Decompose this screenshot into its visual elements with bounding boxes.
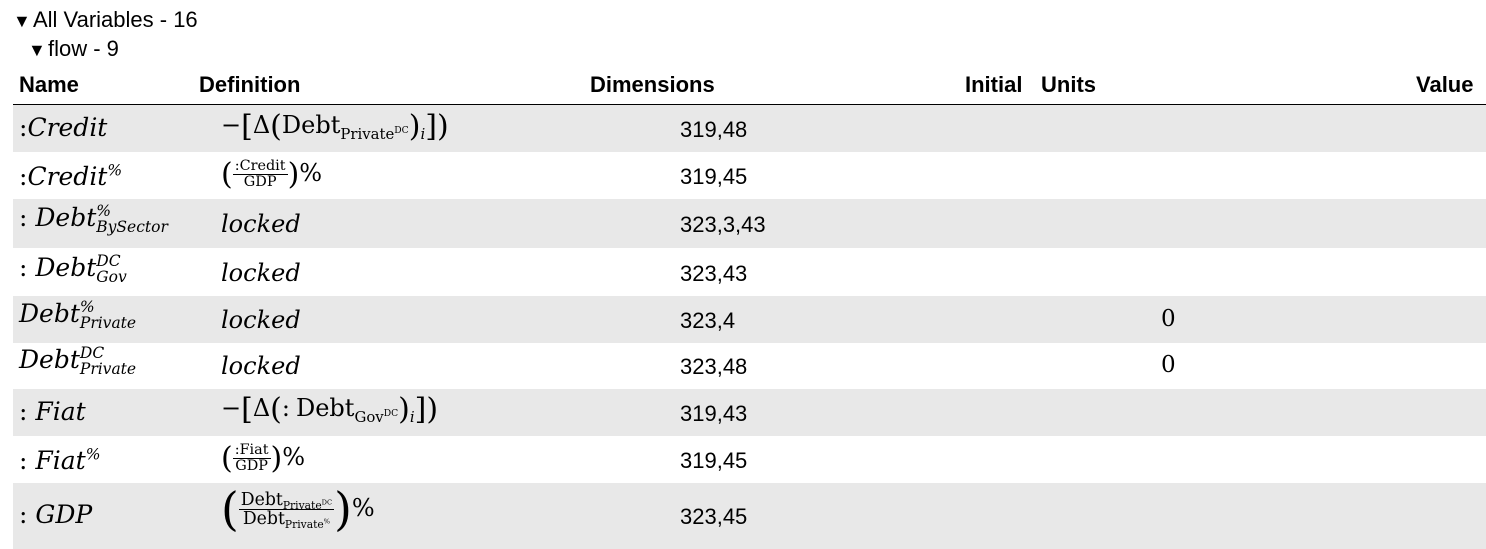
variable-name[interactable]: :Credit% (19, 161, 123, 191)
variable-definition[interactable]: −[Δ(DebtPrivateDC)i]) (221, 109, 449, 144)
variable-definition[interactable]: locked (221, 259, 301, 287)
triangle-down-icon[interactable]: ▼ (13, 11, 31, 31)
variable-initial[interactable]: 0 (1161, 306, 1176, 332)
variable-name[interactable]: Debt DC Private (19, 344, 137, 378)
table-row[interactable]: : Fiat% (:Fiat GDP)% 319,45 (13, 436, 1486, 483)
header-value[interactable]: Value (1416, 72, 1474, 97)
variable-dimensions[interactable]: 319,43 (680, 401, 748, 426)
table-header: Name Definition Dimensions Initial Units… (13, 70, 1486, 105)
table-row[interactable]: : Debt% BySector locked 323,3,43 (13, 199, 1486, 248)
table-row[interactable]: : Debt DC Gov locked 323,43 (13, 248, 1486, 296)
variable-definition[interactable]: locked (221, 352, 301, 380)
header-dimensions[interactable]: Dimensions (590, 72, 715, 97)
variable-dimensions[interactable]: 323,45 (680, 504, 748, 529)
variable-name[interactable]: : Debt DC Gov (19, 252, 127, 286)
variable-dimensions[interactable]: 323,3,43 (680, 212, 766, 237)
variable-name[interactable]: : Debt% BySector (19, 202, 168, 236)
variable-definition[interactable]: (DebtPrivateDC DebtPrivate%)% (221, 483, 375, 536)
table-row[interactable]: :Credit −[Δ(DebtPrivateDC)i]) 319,48 (13, 105, 1486, 152)
variable-name[interactable]: : Fiat% (19, 445, 101, 475)
variable-name[interactable]: : Fiat (19, 397, 86, 426)
variable-name[interactable]: : GDP (19, 500, 93, 529)
variable-dimensions[interactable]: 319,45 (680, 164, 748, 189)
variable-initial[interactable]: 0 (1161, 352, 1176, 378)
variable-definition[interactable]: −[Δ(: DebtGovDC)i]) (221, 392, 439, 427)
table-row[interactable]: : GDP (DebtPrivateDC DebtPrivate%)% 323,4… (13, 483, 1486, 549)
variable-dimensions[interactable]: 323,48 (680, 354, 748, 379)
tree-node-flow[interactable]: ▼flow - 9 (28, 35, 119, 64)
variable-definition[interactable]: (:Fiat GDP)% (221, 441, 306, 476)
variable-dimensions[interactable]: 323,43 (680, 261, 748, 286)
tree-node-all-variables[interactable]: ▼All Variables - 16 (13, 6, 198, 35)
variable-definition[interactable]: locked (221, 210, 301, 238)
variable-definition[interactable]: (:Credit GDP)% (221, 157, 323, 192)
header-initial[interactable]: Initial (965, 72, 1023, 97)
variable-dimensions[interactable]: 319,45 (680, 448, 748, 473)
header-name[interactable]: Name (19, 72, 79, 97)
header-units[interactable]: Units (1041, 72, 1096, 97)
variable-definition[interactable]: locked (221, 306, 301, 334)
variable-dimensions[interactable]: 323,4 (680, 308, 736, 333)
table-row[interactable]: Debt DC Private locked 323,48 0 (13, 343, 1486, 389)
triangle-down-icon[interactable]: ▼ (28, 40, 46, 60)
variable-name[interactable]: Debt% Private (19, 298, 137, 332)
tree-node-label: All Variables - 16 (33, 7, 198, 32)
table-row[interactable]: : Fiat −[Δ(: DebtGovDC)i]) 319,43 (13, 389, 1486, 436)
table-row[interactable]: :Credit% (:Credit GDP)% 319,45 (13, 152, 1486, 199)
tree-node-label: flow - 9 (48, 36, 119, 61)
header-definition[interactable]: Definition (199, 72, 301, 97)
table-row[interactable]: Debt% Private locked 323,4 0 (13, 296, 1486, 343)
variable-dimensions[interactable]: 319,48 (680, 117, 748, 142)
variable-name[interactable]: :Credit (19, 113, 108, 142)
